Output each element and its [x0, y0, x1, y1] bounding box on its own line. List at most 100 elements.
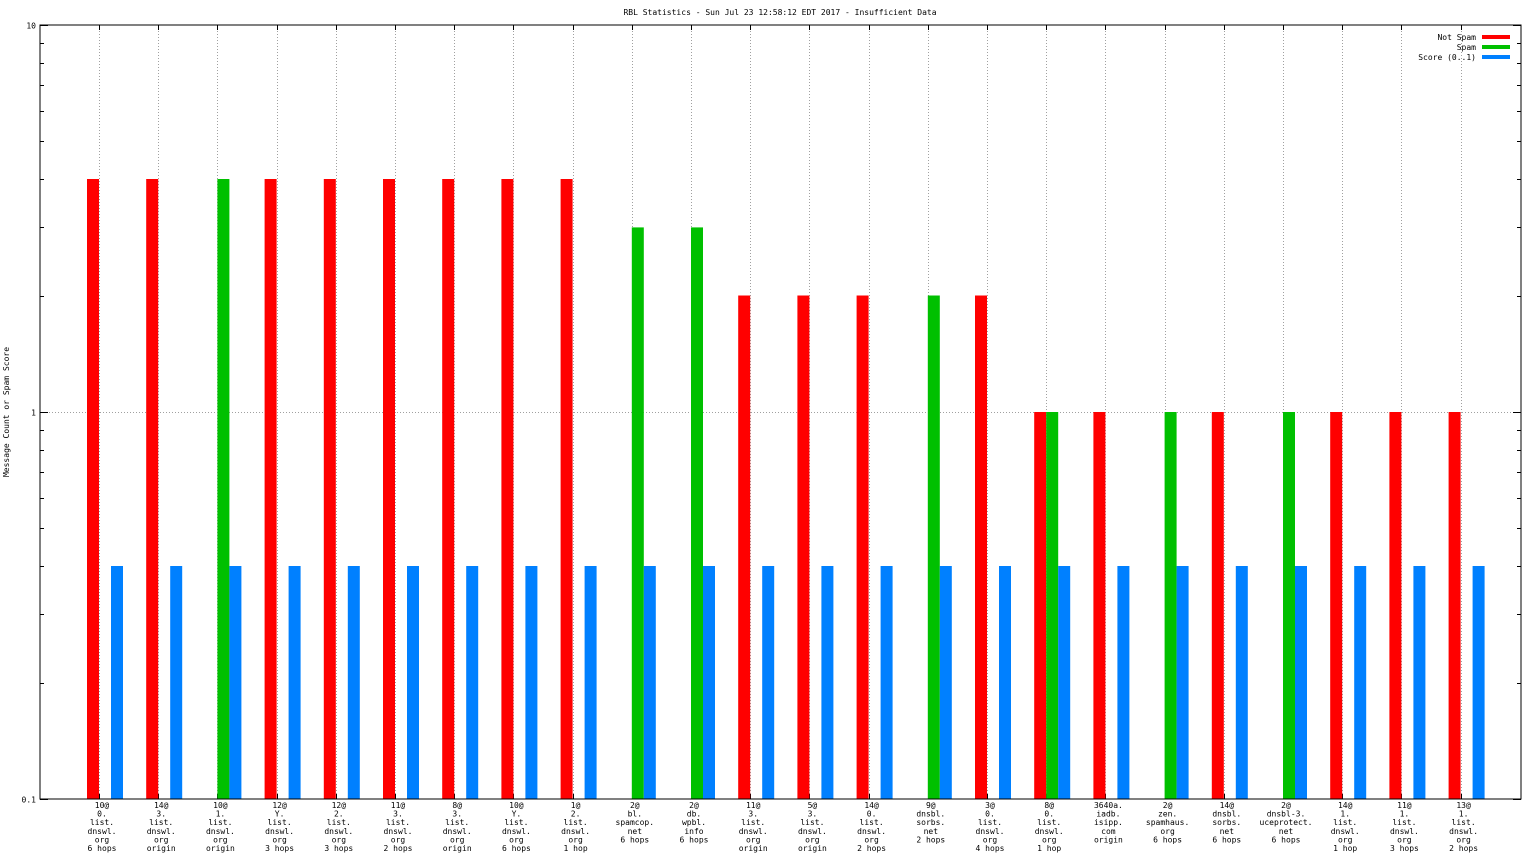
bar-score-0-1 — [229, 566, 242, 799]
x-tick-label-line: dnswl. — [976, 827, 1005, 836]
bar-score-0-1 — [1058, 566, 1071, 799]
x-tick-label-line: dnswl. — [443, 827, 472, 836]
x-tick-label-line: 10@ — [95, 801, 110, 810]
x-tick-label-line: 11@ — [391, 801, 406, 810]
x-tick-label: 2@ db. wpbl. info 6 hops — [680, 801, 709, 844]
x-tick-label-line: 3. — [156, 810, 166, 819]
x-tick-label-line: dnswl. — [1035, 827, 1064, 836]
x-tick-label: 14@ 3. list. dnswl. org origin — [147, 801, 176, 853]
x-tick-label-line: 14@ — [864, 801, 879, 810]
bar-not-spam — [442, 179, 455, 799]
x-tick-label-line: list. — [327, 818, 351, 827]
x-tick-label-line: uceprotect. — [1260, 818, 1313, 827]
bar-score-0-1 — [584, 566, 597, 799]
x-tick-label-line: sorbs. — [1212, 818, 1241, 827]
bar-not-spam — [1093, 412, 1106, 799]
x-tick-label-line: 2@ — [630, 801, 640, 810]
x-tick-label-line: dnswl. — [798, 827, 827, 836]
x-tick-label-line: origin — [739, 844, 768, 853]
bar-not-spam — [323, 179, 336, 799]
y-tick-label: 10 — [26, 22, 36, 31]
x-tick-label-line: dnswl. — [147, 827, 176, 836]
x-tick-label-line: 0. — [1044, 810, 1054, 819]
legend-label: Spam — [1457, 43, 1476, 52]
bar-not-spam — [738, 295, 751, 799]
x-tick-label-line: 11@ — [1397, 801, 1412, 810]
x-tick-label-line: 12@ — [272, 801, 287, 810]
bar-spam — [1283, 412, 1295, 799]
bar-score-0-1 — [525, 566, 538, 799]
x-tick-label-line: origin — [147, 844, 176, 853]
x-tick-label-line: 6 hops — [1272, 835, 1301, 844]
bar-not-spam — [383, 179, 395, 799]
x-tick-label: 9@ dnsbl. sorbs. net 2 hops — [916, 801, 945, 844]
x-tick-label-line: 1 hop — [564, 844, 588, 853]
x-tick-label-line: org — [332, 835, 347, 844]
x-tick-label-line: dnswl. — [88, 827, 117, 836]
x-tick-label-line: 0. — [985, 810, 995, 819]
x-tick-label-line: 0. — [97, 810, 107, 819]
x-tick-label-line: spamcop. — [616, 818, 655, 827]
x-tick-label-line: info — [684, 827, 703, 836]
x-tick-label-line: org — [391, 835, 406, 844]
x-tick-label: 1@ 2. list. dnswl. org 1 hop — [561, 801, 590, 853]
bar-score-0-1 — [288, 566, 301, 799]
x-tick-label-line: Y. — [275, 810, 285, 819]
x-tick-label-line: list. — [1452, 818, 1476, 827]
bar-not-spam — [1389, 412, 1402, 799]
x-tick-label-line: 1. — [216, 810, 226, 819]
bar-not-spam — [975, 295, 987, 799]
x-tick-label-line: 3@ — [985, 801, 995, 810]
x-tick-label: 2@ zen. spamhaus. org 6 hops — [1146, 801, 1189, 844]
x-tick-label-line: 14@ — [154, 801, 169, 810]
y-axis-label: Message Count or Spam Score — [2, 347, 11, 477]
bar-not-spam — [264, 179, 277, 799]
bar-score-0-1 — [111, 566, 123, 799]
x-tick-label-line: dnswl. — [739, 827, 768, 836]
x-tick-label-line: 0. — [867, 810, 877, 819]
bar-not-spam — [560, 179, 573, 799]
x-tick-label-line: 2. — [334, 810, 344, 819]
x-tick-label: 8@ 3. list. dnswl. org origin — [443, 801, 472, 853]
x-tick-label-line: list. — [1037, 818, 1061, 827]
x-tick-label-line: 11@ — [746, 801, 761, 810]
x-tick-label-line: list. — [564, 818, 588, 827]
bar-score-0-1 — [821, 566, 834, 799]
x-tick-label-line: list. — [1392, 818, 1416, 827]
x-tick-label-line: 2 hops — [916, 835, 945, 844]
y-tick-label: 0.1 — [22, 796, 37, 805]
x-tick-label: 8@ 0. list. dnswl. org 1 hop — [1035, 801, 1064, 853]
x-tick-label-line: origin — [798, 844, 827, 853]
x-tick-label: 2@ bl. spamcop. net 6 hops — [616, 801, 655, 844]
bar-score-0-1 — [999, 566, 1011, 799]
x-tick-label-line: 3 hops — [1390, 844, 1419, 853]
x-tick-label: 12@ Y. list. dnswl. org 3 hops — [265, 801, 294, 853]
x-tick-label-line: list. — [860, 818, 884, 827]
bar-score-0-1 — [1354, 566, 1367, 799]
x-tick-label-line: dnsbl. — [1212, 810, 1241, 819]
x-tick-label-line: 6 hops — [680, 835, 709, 844]
bar-spam — [1164, 412, 1177, 799]
x-tick-label-line: zen. — [1158, 810, 1177, 819]
x-tick-label-line: list. — [386, 818, 410, 827]
x-tick-label-line: 9@ — [926, 801, 936, 810]
x-tick-label-line: net — [924, 827, 939, 836]
legend-label: Not Spam — [1437, 33, 1476, 42]
x-tick-label-line: 2. — [571, 810, 581, 819]
x-tick-label-line: org — [983, 835, 998, 844]
x-tick-label-line: 12@ — [332, 801, 347, 810]
bar-score-0-1 — [762, 566, 775, 799]
x-tick-label-line: 1. — [1400, 810, 1410, 819]
x-tick-label-line: 1@ — [571, 801, 581, 810]
bar-not-spam — [501, 179, 514, 799]
bar-score-0-1 — [347, 566, 360, 799]
x-tick-label-line: org — [1456, 835, 1471, 844]
x-tick-label-line: 2@ — [1281, 801, 1291, 810]
x-tick-label-line: list. — [90, 818, 114, 827]
x-tick-label: 10@ 0. list. dnswl. org 6 hops — [88, 801, 117, 853]
x-tick-label-line: dnswl. — [1449, 827, 1478, 836]
x-tick-label-line: origin — [1094, 835, 1123, 844]
bar-not-spam — [87, 179, 99, 799]
legend-label: Score (0..1) — [1418, 53, 1476, 62]
